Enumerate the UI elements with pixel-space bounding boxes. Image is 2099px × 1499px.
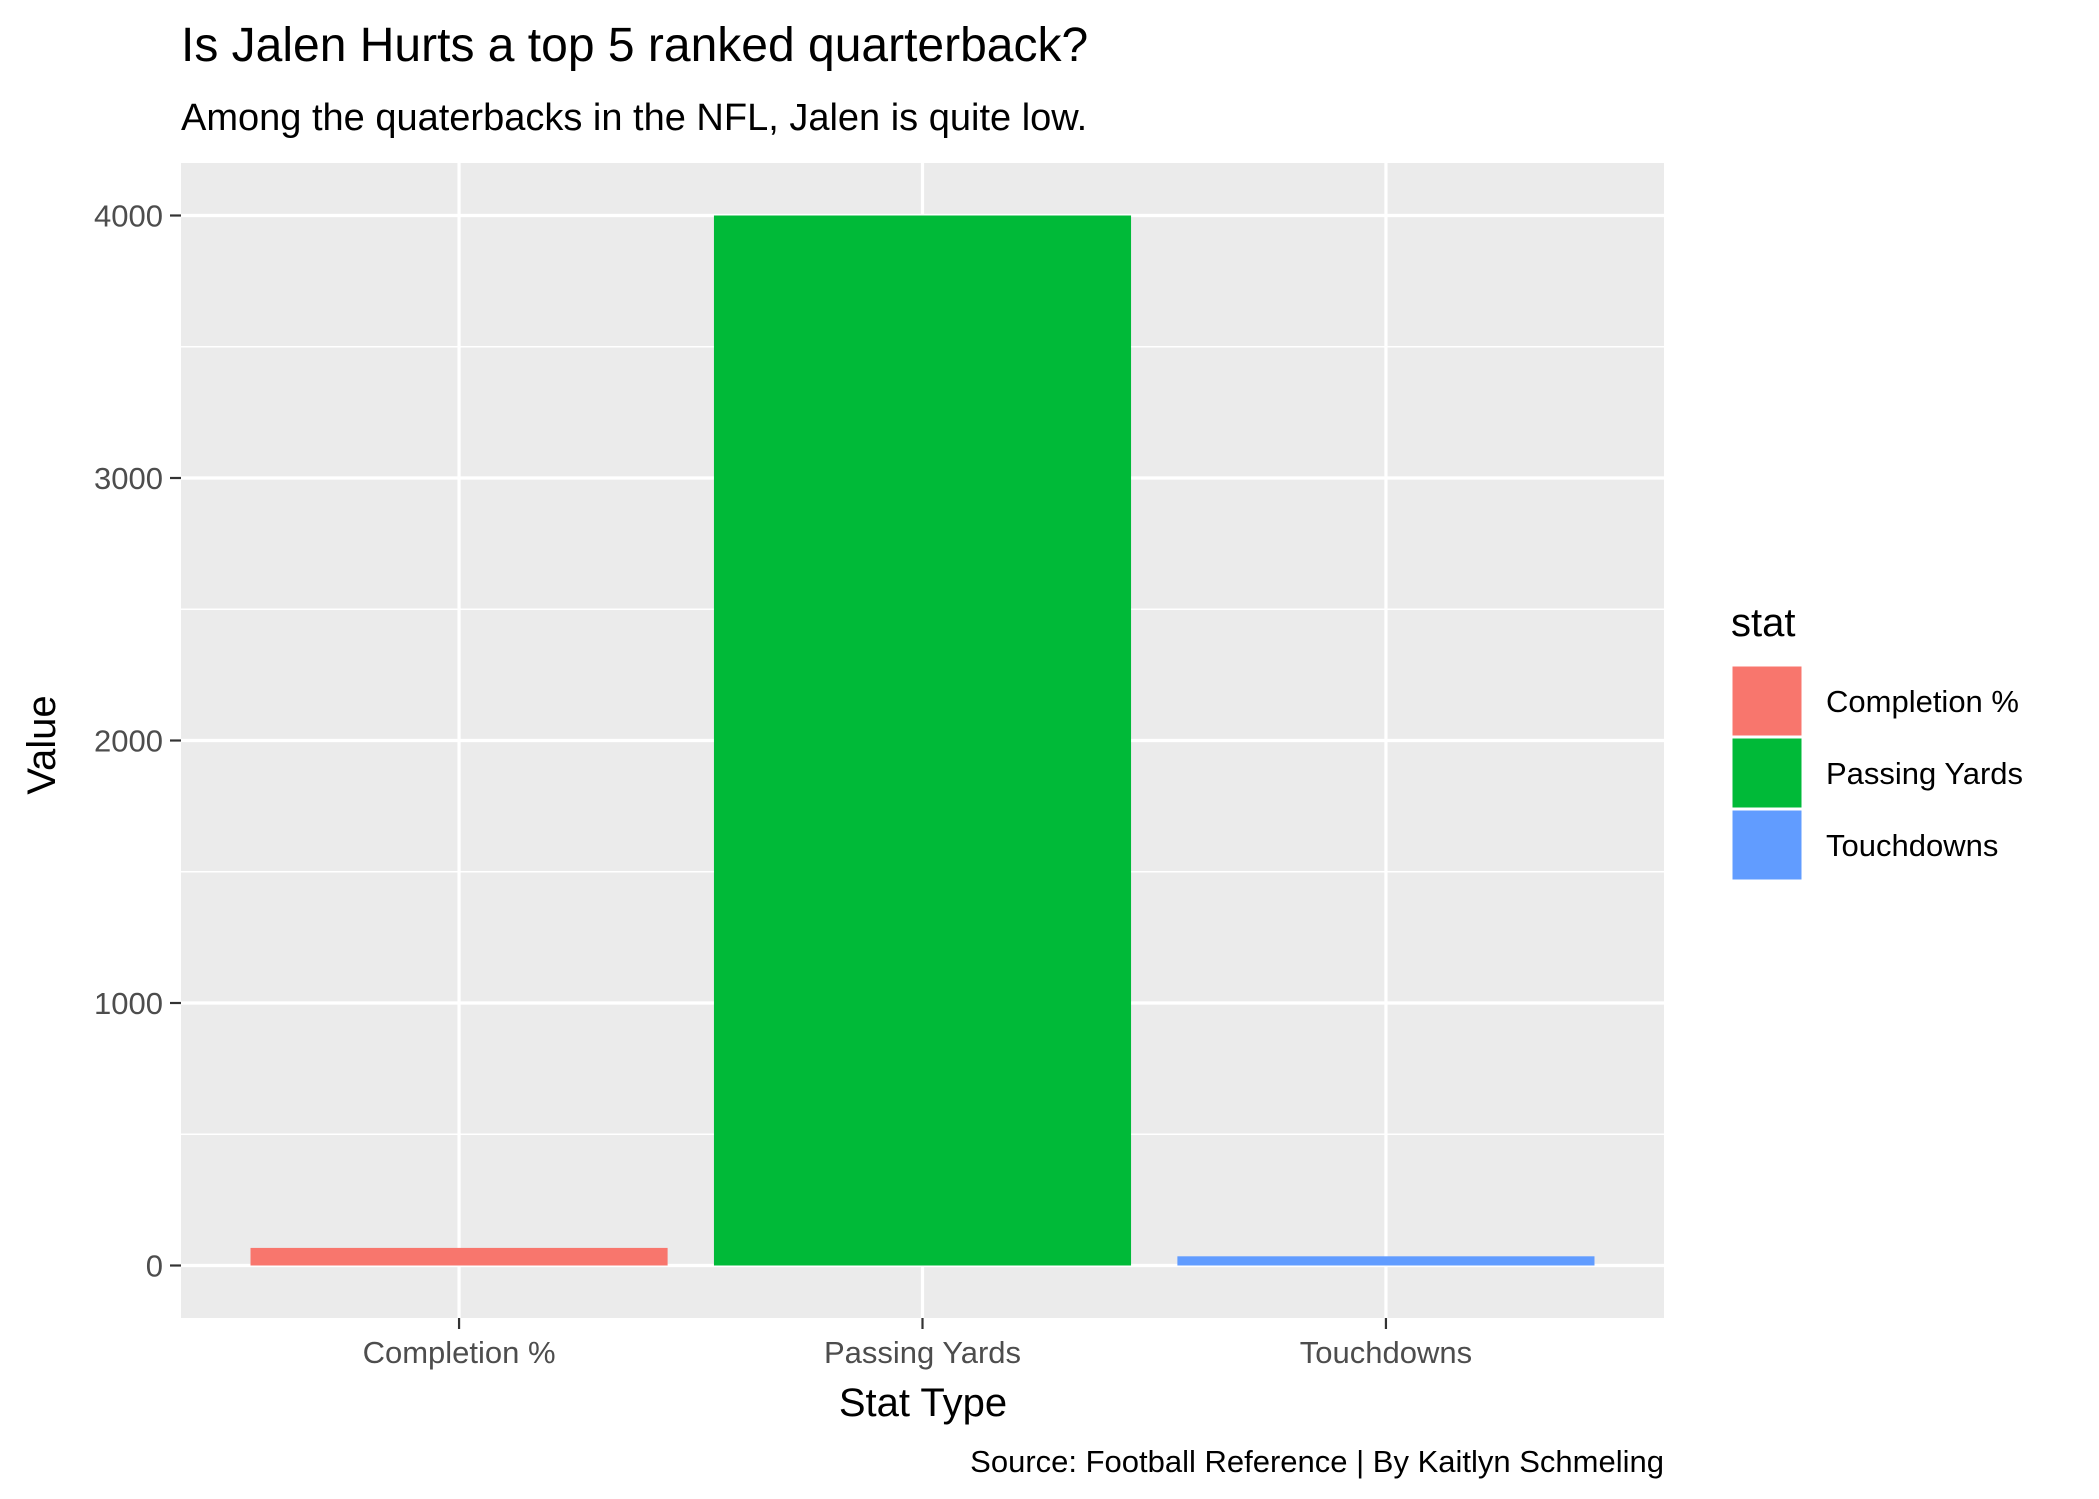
- y-axis-title: Value: [20, 695, 64, 794]
- x-tick-label: Completion %: [363, 1335, 556, 1370]
- legend-label: Completion %: [1826, 684, 2019, 719]
- y-tick-label: 4000: [94, 199, 163, 234]
- legend-key: [1729, 663, 1805, 739]
- bars: [250, 215, 1595, 1266]
- legend-label: Passing Yards: [1826, 756, 2023, 791]
- y-axis: 0 1000 2000 3000 4000: [94, 199, 181, 1284]
- y-tick-label: 0: [146, 1249, 163, 1284]
- x-tick-label: Touchdowns: [1300, 1335, 1472, 1370]
- x-axis-title: Stat Type: [839, 1381, 1007, 1425]
- chart-caption: Source: Football Reference | By Kaitlyn …: [970, 1444, 1664, 1479]
- chart-subtitle: Among the quaterbacks in the NFL, Jalen …: [181, 97, 1087, 139]
- bar-completion: [250, 1247, 668, 1266]
- y-tick-label: 3000: [94, 461, 163, 496]
- legend: stat Completion % Passing Yards Touchdowns: [1729, 601, 2023, 883]
- legend-label: Touchdowns: [1826, 828, 1998, 863]
- bar-touchdowns: [1177, 1256, 1595, 1266]
- y-tick-label: 1000: [94, 986, 163, 1021]
- x-tick-label: Passing Yards: [824, 1335, 1021, 1370]
- x-axis: Completion % Passing Yards Touchdowns: [363, 1318, 1472, 1370]
- legend-key: [1729, 735, 1805, 811]
- chart-title: Is Jalen Hurts a top 5 ranked quarterbac…: [181, 19, 1088, 72]
- bar-passing-yards: [713, 215, 1132, 1266]
- legend-key: [1729, 807, 1805, 883]
- y-tick-label: 2000: [94, 724, 163, 759]
- legend-title: stat: [1731, 601, 1795, 645]
